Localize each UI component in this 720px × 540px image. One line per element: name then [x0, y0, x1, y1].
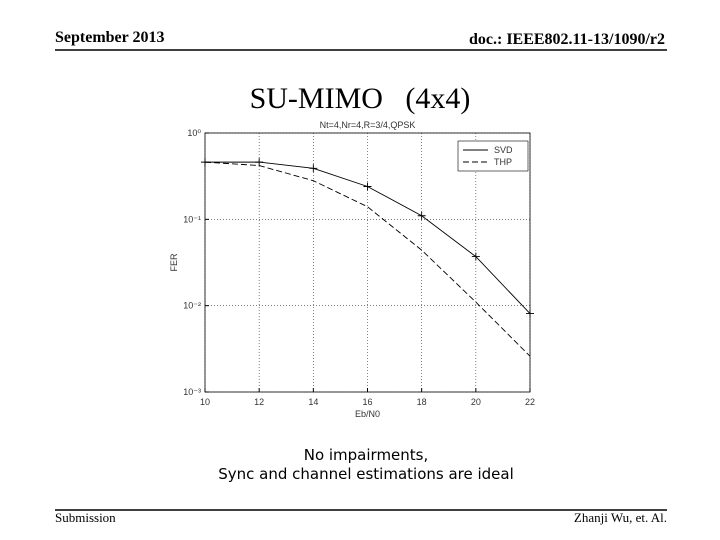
header-date: September 2013 [55, 29, 164, 46]
chart-title: Nt=4,Nr=4,R=3/4,QPSK [320, 120, 416, 130]
legend-label: THP [494, 157, 512, 167]
x-tick-label: 16 [362, 397, 372, 407]
series-line [204, 161, 531, 357]
y-tick-label: 10⁻³ [183, 387, 201, 397]
x-tick-label: 20 [471, 397, 481, 407]
point-marker [526, 309, 534, 318]
footer-right: Zhanji Wu, et. Al. [574, 510, 667, 525]
caption-line: Sync and channel estimations are ideal [218, 465, 514, 483]
point-marker [255, 158, 264, 167]
x-tick-label: 12 [254, 397, 264, 407]
x-tick-label: 10 [200, 397, 210, 407]
y-tick-label: 10⁻¹ [183, 214, 201, 224]
chart: Nt=4,Nr=4,R=3/4,QPSK Eb/N0 FER 10 12 14 16 18 20… [169, 120, 535, 419]
x-tick-label: 18 [417, 397, 427, 407]
legend-label: SVD [494, 145, 513, 155]
slide-title: SU-MIMO (4x4) [250, 82, 471, 115]
x-axis-label: Eb/N0 [355, 409, 380, 419]
point-marker [471, 252, 480, 261]
point-marker [417, 211, 426, 220]
y-tick-label: 10⁰ [187, 128, 201, 138]
footer-left: Submission [55, 510, 116, 525]
y-tick-label: 10⁻² [183, 301, 201, 311]
header-doc: doc.: IEEE802.11-13/1090/r2 [469, 31, 665, 48]
plot-frame [204, 132, 531, 393]
point-marker [309, 164, 318, 173]
legend-box [457, 140, 529, 172]
x-tick-label: 14 [308, 397, 318, 407]
caption-line: No impairments, [304, 446, 429, 464]
y-axis-label: FER [169, 253, 179, 272]
point-marker [363, 182, 372, 191]
x-tick-label: 22 [525, 397, 535, 407]
